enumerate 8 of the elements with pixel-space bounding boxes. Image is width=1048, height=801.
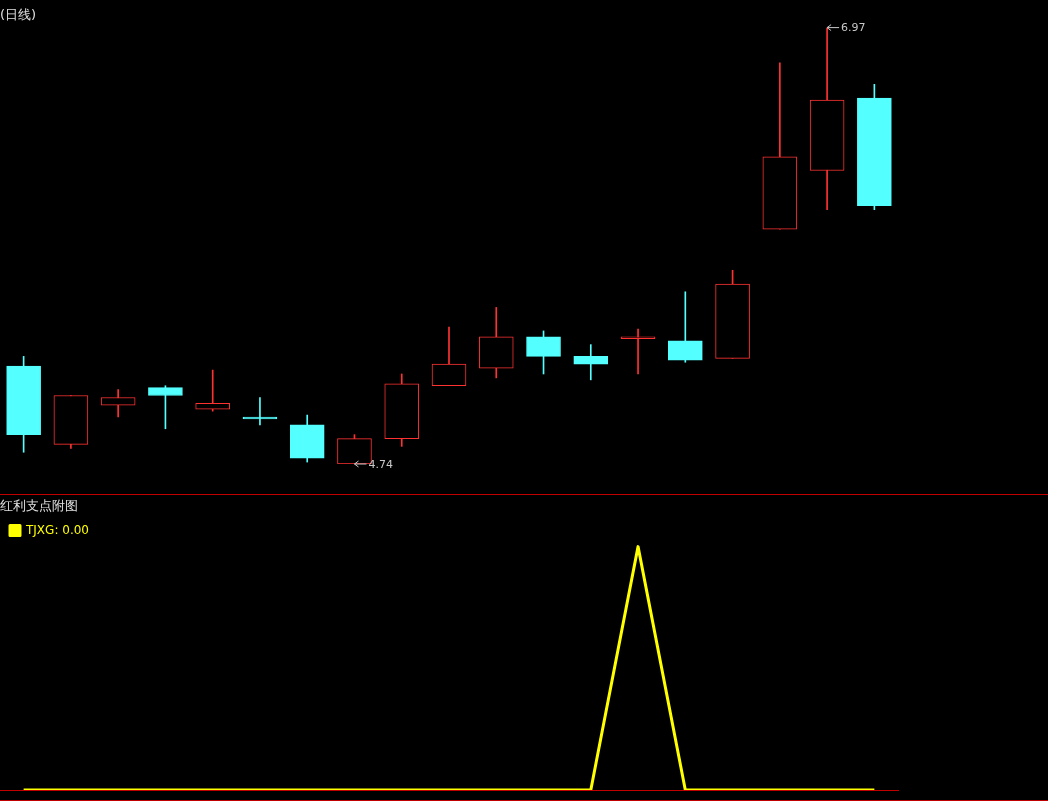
legend-label: TJXG: 0.00 <box>25 522 89 537</box>
candlestick <box>195 369 231 412</box>
chart-title: (日线) <box>0 7 37 23</box>
candlestick <box>573 344 609 381</box>
annotation: 6.97 <box>841 21 866 35</box>
annotation: 4.74 <box>368 457 393 471</box>
chart-title: 红利支点附图 <box>0 498 78 514</box>
candlestick <box>620 328 656 375</box>
